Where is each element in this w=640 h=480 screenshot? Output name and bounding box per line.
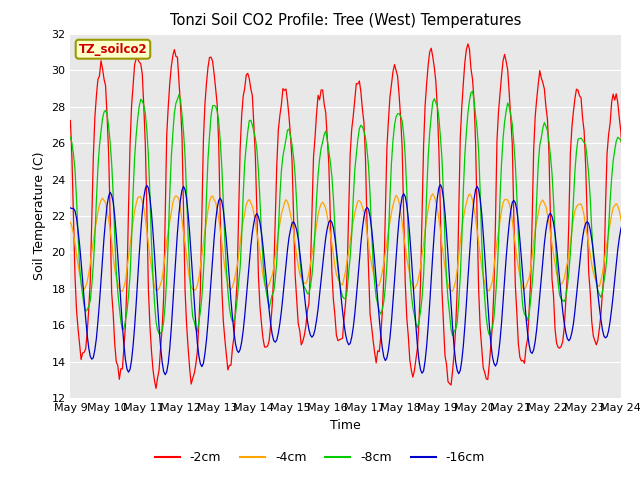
Y-axis label: Soil Temperature (C): Soil Temperature (C) (33, 152, 45, 280)
Text: TZ_soilco2: TZ_soilco2 (79, 43, 147, 56)
-16cm (487, 340, 495, 346)
-16cm (369, 241, 377, 247)
-16cm (574, 277, 582, 283)
-2cm (464, 41, 472, 47)
Title: Tonzi Soil CO2 Profile: Tree (West) Temperatures: Tonzi Soil CO2 Profile: Tree (West) Temp… (170, 13, 522, 28)
-2cm (105, 151, 113, 156)
-16cm (161, 372, 169, 378)
-8cm (67, 134, 74, 140)
-2cm (67, 118, 74, 123)
-2cm (152, 385, 160, 391)
-16cm (67, 205, 74, 211)
-4cm (67, 220, 74, 226)
-2cm (574, 87, 582, 93)
-8cm (105, 123, 113, 129)
Line: -2cm: -2cm (70, 44, 640, 388)
-8cm (86, 298, 94, 303)
-2cm (487, 342, 495, 348)
-8cm (368, 229, 376, 235)
Line: -4cm: -4cm (70, 194, 640, 291)
-4cm (369, 269, 377, 275)
-4cm (118, 288, 126, 294)
-4cm (86, 261, 94, 266)
-2cm (369, 337, 377, 343)
-4cm (105, 216, 113, 222)
Line: -16cm: -16cm (70, 185, 640, 375)
-2cm (86, 278, 94, 284)
-16cm (436, 182, 444, 188)
-8cm (468, 88, 476, 94)
X-axis label: Time: Time (330, 419, 361, 432)
-4cm (429, 191, 436, 197)
-16cm (105, 193, 113, 199)
-4cm (574, 202, 582, 207)
-8cm (487, 329, 495, 335)
-8cm (449, 333, 456, 339)
-16cm (86, 354, 94, 360)
-8cm (574, 136, 582, 142)
Line: -8cm: -8cm (70, 91, 640, 336)
Legend: -2cm, -4cm, -8cm, -16cm: -2cm, -4cm, -8cm, -16cm (150, 446, 490, 469)
-4cm (487, 284, 495, 289)
